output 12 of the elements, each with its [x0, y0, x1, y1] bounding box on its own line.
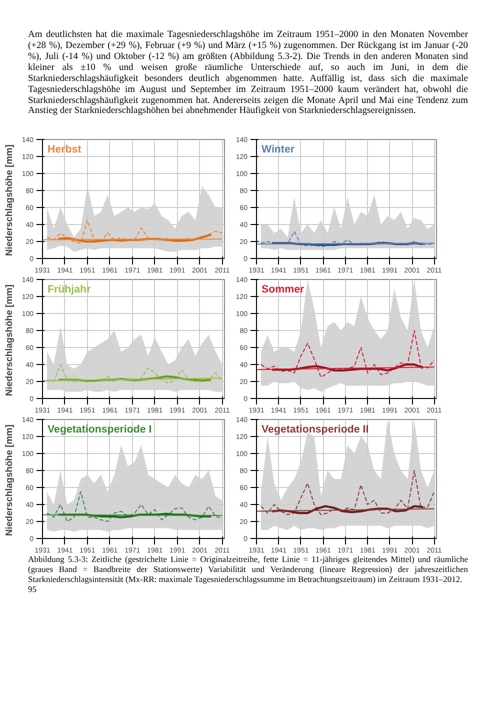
chart-title: Vegetationsperiode I [48, 424, 152, 436]
y-axis-title: Niederschlagshöhe [mm] [4, 424, 14, 536]
text: Am deutlichsten hat die maximale Tagesniederschlagshöhe im Zeitraum 1951–2000 in den Monaten November (+28 %), Dezember (+29 %), Februar (+9 %) und März (+15 %) zugenommen. Der Rückgang ist im Januar (-20 %), Juli (-14 %) und Oktober (-12 %) am größten (Abbildung 5.3-2). Die Trends in den anderen Monaten sind kleiner als ±10 % und weisen große räumliche Unterschiede auf, so auch im Juni, in dem die Starkniederschlagshäufigkeit besonders deutlich abgenommen hatte. Auffällig ist, dass sich die maximale Tagesniederschlagshöhe im August und September im Zeitraum 1951–2000 kaum verändert hat, obwohl die Starkniederschlagshäufigkeit zugenommen hat. Andererseits zeigen die Monate April und Mai eine Tendenz zum Anstieg der Starkniederschlagshöhen bei abnehmender Häufigkeit von Starkniederschlagsereignissen. [28, 30, 468, 118]
chart-title: Sommer [262, 284, 304, 296]
y-axis-title: Niederschlagshöhe [mm] [4, 144, 14, 256]
chart-title: Herbst [48, 144, 82, 156]
chart-title: Frühjahr [48, 284, 91, 296]
chart-title: Vegetationsperiode II [262, 424, 369, 436]
text: Abbildung 5.3-3: Zeitliche (gestrichelte Linie = Originalzeitreihe, fette Linie = 11-jähriges gleitendes Mittel) und räumliche (graues Band = Bandbreite der Stationswerte) Variabilität und Veränderung (lineare Regression) der jahreszeitlichen Starkniederschlagsintensität (Mx-RR: maximale Tagesniederschlagssumme im Betrachtungszeitraum) im Zeitraum 1931–2012. [28, 554, 468, 585]
y-axis-title: Niederschlagshöhe [mm] [4, 284, 14, 396]
text: 95 [28, 584, 36, 594]
chart-title: Winter [262, 144, 295, 156]
